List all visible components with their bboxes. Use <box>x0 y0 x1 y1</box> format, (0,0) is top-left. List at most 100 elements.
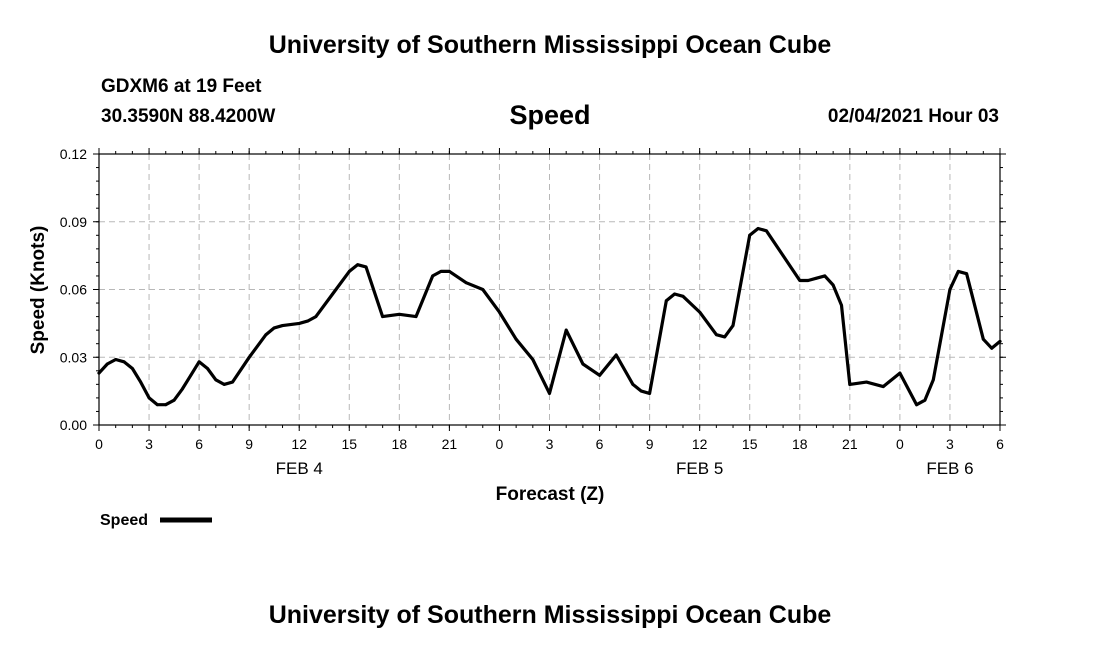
x-tick-label: 9 <box>646 436 654 452</box>
x-tick-label: 18 <box>792 436 808 452</box>
data-point <box>156 403 159 407</box>
data-point <box>990 346 994 350</box>
data-point <box>715 333 718 337</box>
data-point <box>431 274 435 278</box>
data-point <box>723 335 727 339</box>
data-point <box>97 371 101 375</box>
legend-label: Speed <box>100 512 148 529</box>
y-axis-label: Speed (Knots) <box>28 226 49 355</box>
x-tick-label: 15 <box>341 436 357 452</box>
data-point <box>498 310 501 314</box>
station-label: GDXM6 at 19 Feet <box>101 76 262 97</box>
data-point <box>439 270 443 273</box>
x-tick-label: 0 <box>496 436 504 452</box>
data-point <box>139 380 143 384</box>
x-tick-label: 15 <box>742 436 758 452</box>
data-point <box>297 322 301 325</box>
data-point <box>164 403 168 407</box>
data-point <box>448 270 451 273</box>
data-point <box>756 227 760 230</box>
data-point <box>105 362 109 366</box>
data-point <box>831 283 835 287</box>
data-point <box>397 312 401 316</box>
tick-labels: 0.00 0.03 0.06 0.09 0.12 0 3 6 9 12 15 18 21 0 3 6 9 12 15… <box>60 146 1004 478</box>
data-point <box>347 270 351 273</box>
data-point <box>798 279 802 282</box>
date-label: FEB 5 <box>676 459 723 478</box>
x-tick-label: 9 <box>245 436 253 452</box>
x-tick-label: 12 <box>692 436 708 452</box>
grid-lines <box>99 154 1000 425</box>
x-axis-label: Forecast (Z) <box>496 484 605 505</box>
x-tick-label: 0 <box>95 436 103 452</box>
data-point <box>898 371 902 375</box>
data-point <box>648 392 651 395</box>
data-point <box>356 263 359 267</box>
data-point <box>272 326 276 330</box>
y-tick-label: 0.12 <box>60 146 87 162</box>
x-tick-label: 3 <box>546 436 554 452</box>
data-point <box>840 303 843 307</box>
data-point <box>131 367 134 370</box>
data-point <box>381 315 384 318</box>
location-label: 30.3590N 88.4200W <box>101 106 276 127</box>
data-point <box>114 358 118 361</box>
data-point <box>631 383 635 386</box>
x-tick-label: 21 <box>842 436 858 452</box>
data-point <box>206 367 209 370</box>
x-tick-label: 12 <box>291 436 307 452</box>
data-point <box>464 281 468 285</box>
data-point <box>231 380 234 384</box>
data-point <box>222 383 226 386</box>
data-point <box>848 383 852 386</box>
data-point <box>765 229 768 233</box>
data-point <box>214 378 218 382</box>
data-point <box>639 389 643 393</box>
data-point <box>931 378 935 382</box>
data-point <box>581 362 585 366</box>
data-point <box>815 276 818 280</box>
data-point <box>923 398 927 402</box>
y-tick-label: 0.03 <box>60 349 87 365</box>
top-title: University of Southern Mississippi Ocean… <box>268 31 832 59</box>
data-point <box>172 398 176 402</box>
series-group <box>97 226 1002 407</box>
series-line-speed <box>97 226 1002 407</box>
date-label: FEB 6 <box>926 459 973 478</box>
data-point <box>614 353 618 357</box>
data-point <box>981 337 985 341</box>
data-point <box>264 333 268 337</box>
data-point <box>481 288 485 291</box>
y-tick-label: 0.09 <box>60 214 87 230</box>
data-point <box>806 279 810 282</box>
data-point <box>122 360 126 364</box>
speed-chart: 0.00 0.03 0.06 0.09 0.12 0 3 6 9 12 15 18 21 0 3 6 9 12 15… <box>28 146 1006 529</box>
data-point <box>548 392 551 395</box>
parameter-title: Speed <box>509 100 591 130</box>
data-point <box>306 319 309 323</box>
x-tick-label: 6 <box>195 436 203 452</box>
x-tick-label: 3 <box>946 436 954 452</box>
data-point <box>881 385 885 388</box>
data-point <box>731 324 735 327</box>
bottom-title: University of Southern Mississippi Ocean… <box>268 601 832 629</box>
data-point <box>331 292 334 296</box>
data-point <box>181 387 184 391</box>
axis-ticks <box>93 148 1006 431</box>
x-tick-label: 18 <box>392 436 408 452</box>
data-point <box>823 274 827 278</box>
data-point <box>940 333 943 337</box>
x-tick-label: 6 <box>996 436 1004 452</box>
data-point <box>664 299 668 303</box>
data-point <box>598 373 601 377</box>
data-point <box>673 292 676 296</box>
data-point <box>514 337 518 341</box>
data-point <box>698 310 702 314</box>
data-point <box>948 288 952 291</box>
y-tick-label: 0.00 <box>60 417 87 433</box>
data-point <box>781 254 785 257</box>
x-tick-label: 3 <box>145 436 153 452</box>
date-label: FEB 4 <box>276 459 323 478</box>
data-point <box>281 324 284 327</box>
data-point <box>247 355 251 359</box>
